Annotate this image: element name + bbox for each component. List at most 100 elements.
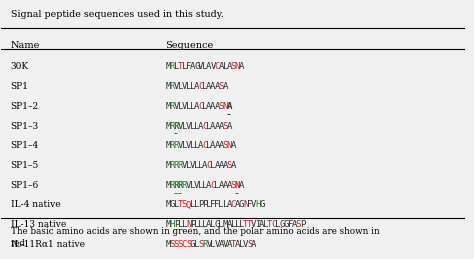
Text: C: C xyxy=(198,102,203,111)
Text: L: L xyxy=(202,82,208,91)
Text: L: L xyxy=(182,62,187,71)
Text: V: V xyxy=(186,121,191,131)
Text: L: L xyxy=(210,240,216,249)
Text: L: L xyxy=(202,220,208,229)
Text: P: P xyxy=(202,200,208,210)
Text: SP1–3: SP1–3 xyxy=(10,121,39,131)
Text: A: A xyxy=(227,220,232,229)
Text: T: T xyxy=(247,220,252,229)
Text: R: R xyxy=(170,102,175,111)
Text: F: F xyxy=(247,200,252,210)
Text: A: A xyxy=(206,62,211,71)
Text: N: N xyxy=(243,200,248,210)
Text: A: A xyxy=(223,161,228,170)
Text: IL-13 native: IL-13 native xyxy=(10,220,66,229)
Text: V: V xyxy=(206,240,211,249)
Text: L: L xyxy=(194,200,200,210)
Text: The basic amino acids are shown in green, and the polar amino acids are shown in: The basic amino acids are shown in green… xyxy=(10,227,379,248)
Text: SP1–5: SP1–5 xyxy=(10,161,39,170)
Text: V: V xyxy=(182,102,187,111)
Text: A: A xyxy=(219,240,224,249)
Text: IL-11Rα1 native: IL-11Rα1 native xyxy=(10,240,85,249)
Text: R: R xyxy=(170,181,175,190)
Text: L: L xyxy=(210,161,216,170)
Text: L: L xyxy=(190,121,195,131)
Text: A: A xyxy=(227,240,232,249)
Text: P: P xyxy=(300,220,305,229)
Text: A: A xyxy=(227,102,232,111)
Text: M: M xyxy=(165,200,171,210)
Text: M: M xyxy=(165,102,171,111)
Text: M: M xyxy=(165,181,171,190)
Text: V: V xyxy=(186,181,191,190)
Text: V: V xyxy=(173,102,179,111)
Text: L: L xyxy=(178,102,183,111)
Text: R: R xyxy=(170,121,175,131)
Text: M: M xyxy=(165,121,171,131)
Text: L: L xyxy=(182,141,187,150)
Text: R: R xyxy=(182,181,187,190)
Text: R: R xyxy=(173,121,179,131)
Text: A: A xyxy=(214,141,220,150)
Text: M: M xyxy=(165,82,171,91)
Text: L: L xyxy=(202,62,208,71)
Text: A: A xyxy=(227,121,232,131)
Text: R: R xyxy=(173,181,179,190)
Text: V: V xyxy=(251,220,256,229)
Text: V: V xyxy=(178,141,183,150)
Text: H: H xyxy=(255,200,261,210)
Text: L: L xyxy=(239,240,244,249)
Text: 30K: 30K xyxy=(10,62,29,71)
Text: A: A xyxy=(214,102,220,111)
Text: L: L xyxy=(198,220,203,229)
Text: SP1: SP1 xyxy=(10,82,28,91)
Text: A: A xyxy=(219,121,224,131)
Text: F: F xyxy=(214,200,220,210)
Text: A: A xyxy=(292,220,297,229)
Text: S: S xyxy=(178,240,183,249)
Text: A: A xyxy=(194,82,200,91)
Text: A: A xyxy=(194,102,200,111)
Text: L: L xyxy=(190,181,195,190)
Text: L: L xyxy=(202,181,208,190)
Text: S: S xyxy=(182,200,187,210)
Text: A: A xyxy=(210,121,216,131)
Text: A: A xyxy=(223,82,228,91)
Text: N: N xyxy=(235,181,240,190)
Text: L: L xyxy=(186,161,191,170)
Text: N: N xyxy=(227,141,232,150)
Text: SP1–4: SP1–4 xyxy=(10,141,39,150)
Text: V: V xyxy=(182,161,187,170)
Text: S: S xyxy=(198,240,203,249)
Text: A: A xyxy=(219,141,224,150)
Text: H: H xyxy=(170,220,175,229)
Text: R: R xyxy=(173,161,179,170)
Text: G: G xyxy=(280,220,285,229)
Text: L: L xyxy=(182,220,187,229)
Text: M: M xyxy=(165,161,171,170)
Text: L: L xyxy=(219,200,224,210)
Text: M: M xyxy=(223,220,228,229)
Text: A: A xyxy=(235,240,240,249)
Text: SP1–6: SP1–6 xyxy=(10,181,39,190)
Text: S: S xyxy=(219,102,224,111)
Text: A: A xyxy=(214,161,220,170)
Text: G: G xyxy=(214,220,220,229)
Text: A: A xyxy=(219,161,224,170)
Text: A: A xyxy=(198,121,203,131)
Text: S: S xyxy=(296,220,301,229)
Text: A: A xyxy=(239,62,244,71)
Text: A: A xyxy=(202,161,208,170)
Text: V: V xyxy=(182,82,187,91)
Text: C: C xyxy=(231,200,236,210)
Text: C: C xyxy=(272,220,277,229)
Text: V: V xyxy=(173,82,179,91)
Text: L: L xyxy=(186,82,191,91)
Text: L: L xyxy=(186,102,191,111)
Text: C: C xyxy=(198,82,203,91)
Text: S: S xyxy=(231,62,236,71)
Text: IL-4 native: IL-4 native xyxy=(10,200,60,210)
Text: S: S xyxy=(186,240,191,249)
Text: R: R xyxy=(178,181,183,190)
Text: L: L xyxy=(182,121,187,131)
